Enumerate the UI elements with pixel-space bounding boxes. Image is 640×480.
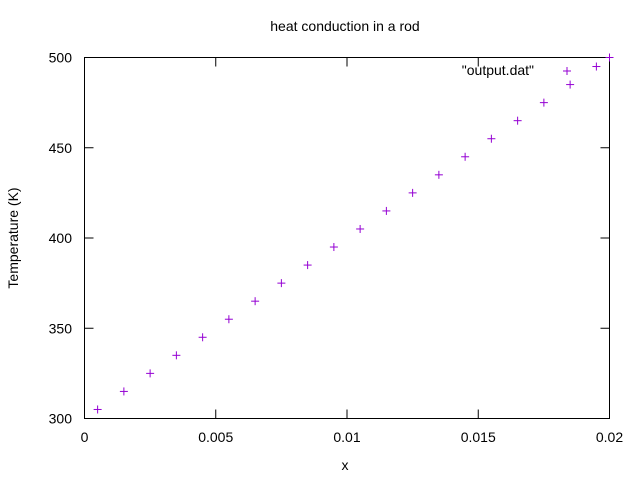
x-tick-label: 0.005 bbox=[198, 429, 233, 445]
data-point bbox=[119, 387, 128, 396]
data-point bbox=[172, 351, 181, 360]
legend: "output.dat" bbox=[462, 62, 571, 78]
chart-title: heat conduction in a rod bbox=[270, 18, 419, 34]
x-tick-label: 0.02 bbox=[596, 429, 623, 445]
data-point bbox=[513, 116, 522, 125]
legend-label: "output.dat" bbox=[462, 62, 534, 78]
data-point bbox=[224, 315, 233, 324]
data-point bbox=[487, 134, 496, 143]
x-axis-label: x bbox=[342, 457, 349, 473]
series-layer bbox=[93, 53, 614, 414]
data-point bbox=[277, 279, 286, 288]
plot-frame bbox=[84, 57, 610, 419]
data-point bbox=[605, 53, 614, 62]
y-axis-label: Temperature (K) bbox=[5, 187, 21, 288]
data-point bbox=[251, 297, 260, 306]
data-point bbox=[198, 333, 207, 342]
data-point bbox=[461, 152, 470, 161]
x-tick-label: 0 bbox=[81, 429, 89, 445]
y-tick-label: 500 bbox=[49, 50, 73, 66]
data-point bbox=[434, 170, 443, 179]
y-tick-label: 300 bbox=[49, 411, 73, 427]
data-point bbox=[539, 98, 548, 107]
x-tick-label: 0.015 bbox=[461, 429, 496, 445]
data-point bbox=[382, 206, 391, 215]
y-tick-label: 350 bbox=[49, 320, 73, 336]
data-point bbox=[93, 405, 102, 414]
x-axis: 0 0.005 0.01 0.015 0.02 bbox=[81, 57, 623, 445]
y-tick-label: 400 bbox=[49, 230, 73, 246]
data-point bbox=[566, 80, 575, 89]
data-point bbox=[592, 62, 601, 71]
data-point bbox=[146, 369, 155, 378]
data-point bbox=[329, 243, 338, 252]
data-point bbox=[408, 188, 417, 197]
y-axis: 300 350 400 450 500 bbox=[49, 50, 610, 427]
y-tick-label: 450 bbox=[49, 140, 73, 156]
x-tick-label: 0.01 bbox=[333, 429, 360, 445]
legend-marker bbox=[563, 67, 571, 75]
data-point bbox=[303, 261, 312, 270]
data-point bbox=[356, 224, 365, 233]
